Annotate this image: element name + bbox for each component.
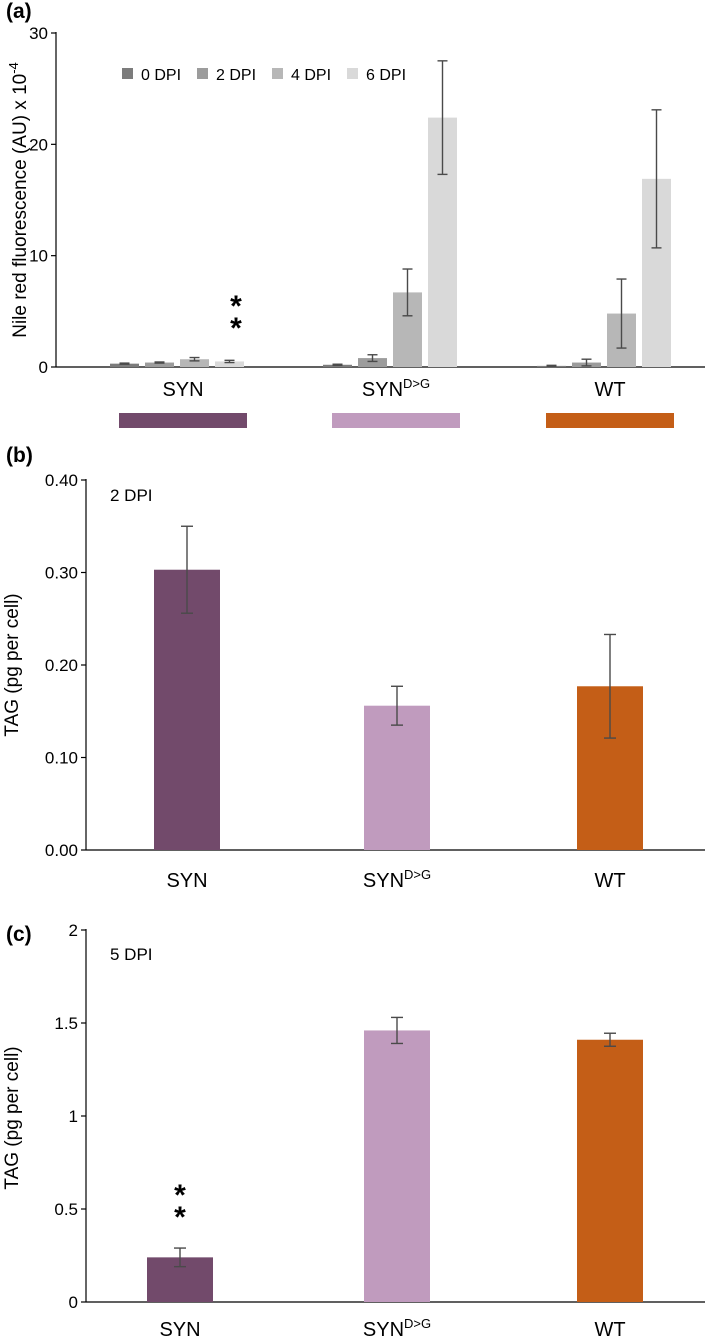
panel-b-category-label-base: SYN (166, 870, 207, 892)
panel-a-legend-swatch (272, 68, 283, 79)
panel-a-ytick-label: 30 (29, 24, 48, 43)
panel-c-ytick-label: 2 (69, 921, 78, 940)
panel-c-label: (c) (6, 923, 32, 946)
panel-b-ytick-label: 0.30 (45, 564, 78, 583)
panel-c-category-label: SYN (159, 1319, 200, 1339)
panel-c-note: 5 DPI (110, 945, 153, 964)
panel-a-legend-label: 0 DPI (141, 67, 181, 84)
panel-a-error-bar (224, 359, 235, 364)
panel-a-ytick-label: 20 (29, 135, 48, 154)
panel-a-legend-swatch (197, 68, 208, 79)
panel-b-ylabel: TAG (pg per cell) (2, 593, 23, 736)
panel-a-bar (358, 358, 387, 367)
panel-c-significance-star-1: * (174, 1201, 186, 1234)
panel-b-note: 2 DPI (110, 486, 153, 505)
panel-a-legend-label: 6 DPI (366, 67, 406, 84)
panel-a-ytick-label: 0 (39, 358, 48, 377)
panel-c-ytick-label: 1.5 (54, 1014, 78, 1033)
panel-a-legend-swatch (347, 68, 358, 79)
panel-c-error-bar (174, 1247, 186, 1268)
panel-b-category-label: SYN (166, 870, 207, 892)
panel-c-ytick-label: 0.5 (54, 1200, 78, 1219)
panel-a-category-label: SYN (162, 379, 203, 401)
panel-c-category-label: WT (594, 1319, 625, 1339)
panel-c-ytick-label: 1 (69, 1107, 78, 1126)
panel-a-category-color-bar (546, 413, 674, 428)
panel-a-error-bar (154, 361, 165, 364)
panel-c-category-label: SYND>G (363, 1316, 431, 1339)
panel-a-category-label-superscript: D>G (403, 376, 430, 391)
panel-c-ylabel: TAG (pg per cell) (2, 1046, 23, 1189)
panel-a-error-bar (616, 278, 627, 349)
panel-a-significance-star-0: * (230, 290, 242, 323)
panel-a-error-bar (332, 363, 343, 367)
panel-b-category-label: WT (594, 870, 625, 892)
panel-a-ylabel-base: Nile red fluorescence (AU) x 10 (10, 74, 31, 338)
panel-c-category-label-superscript: D>G (404, 1316, 431, 1331)
panel-a-category-label: SYND>G (362, 376, 430, 401)
panel-b-category-label-base: SYN (363, 870, 404, 892)
panel-a-significance-star-1: * (230, 312, 242, 345)
panel-b-category-label-base: WT (594, 870, 625, 892)
panel-a-legend-swatch (122, 68, 133, 79)
panel-a-bar (215, 361, 244, 367)
panel-c-category-label-base: SYN (159, 1319, 200, 1339)
panel-c-ytick-label: 0 (69, 1293, 78, 1312)
panel-a-category-color-bar (332, 413, 460, 428)
panel-b-bar (364, 705, 430, 850)
panel-b-error-bar (391, 685, 403, 726)
panel-a-error-bar (437, 60, 448, 176)
panel-a-bar (145, 362, 174, 367)
panel-a-category-label-base: SYN (362, 379, 403, 401)
panel-a-error-bar (581, 358, 592, 367)
panel-a-error-bar (651, 109, 662, 249)
panel-b-category-label-superscript: D>G (404, 867, 431, 882)
panel-a-label: (a) (6, 0, 32, 23)
panel-b-ytick-label: 0.40 (45, 471, 78, 490)
panel-a-category-label: WT (594, 379, 625, 401)
panel-a-legend-label: 2 DPI (216, 67, 256, 84)
panel-b-category-label: SYND>G (363, 867, 431, 892)
panel-c-category-label-base: WT (594, 1319, 625, 1339)
panel-c-significance-star-0: * (174, 1179, 186, 1212)
panel-c-annotation-hidden: ** (0, 0, 1, 1)
panel-c-bar (364, 1030, 430, 1302)
panel-a-bar (110, 363, 139, 367)
panel-a-error-bar (546, 364, 557, 368)
panel-b-ytick-label: 0.00 (45, 841, 78, 860)
panel-a-ylabel-exponent: -4 (6, 62, 21, 74)
panel-c-bar (577, 1039, 643, 1302)
panel-a-category-label-base: SYN (162, 379, 203, 401)
panel-b-error-bar (181, 525, 193, 614)
panel-a-legend-label: 4 DPI (291, 67, 331, 84)
panel-c-error-bar (391, 1016, 403, 1045)
panel-b-error-bar (604, 633, 616, 739)
panel-a-category-color-bar (119, 413, 247, 428)
panel-a-error-bar (402, 268, 413, 317)
panel-b-label: (b) (6, 444, 33, 467)
panel-b-bar (154, 569, 220, 850)
panel-c-error-bar (604, 1032, 616, 1047)
panel-b-ytick-label: 0.20 (45, 656, 78, 675)
panel-c-category-label-base: SYN (363, 1319, 404, 1339)
panel-a-bar (180, 359, 209, 367)
panel-a-error-bar (119, 362, 130, 365)
panel-a-category-label-base: WT (594, 379, 625, 401)
panel-a-ylabel: Nile red fluorescence (AU) x 10-4 (6, 62, 31, 338)
panel-a-error-bar (189, 356, 200, 362)
panel-b-ytick-label: 0.10 (45, 749, 78, 768)
panel-a-ytick-label: 10 (29, 247, 48, 266)
panel-a-error-bar (367, 354, 378, 363)
